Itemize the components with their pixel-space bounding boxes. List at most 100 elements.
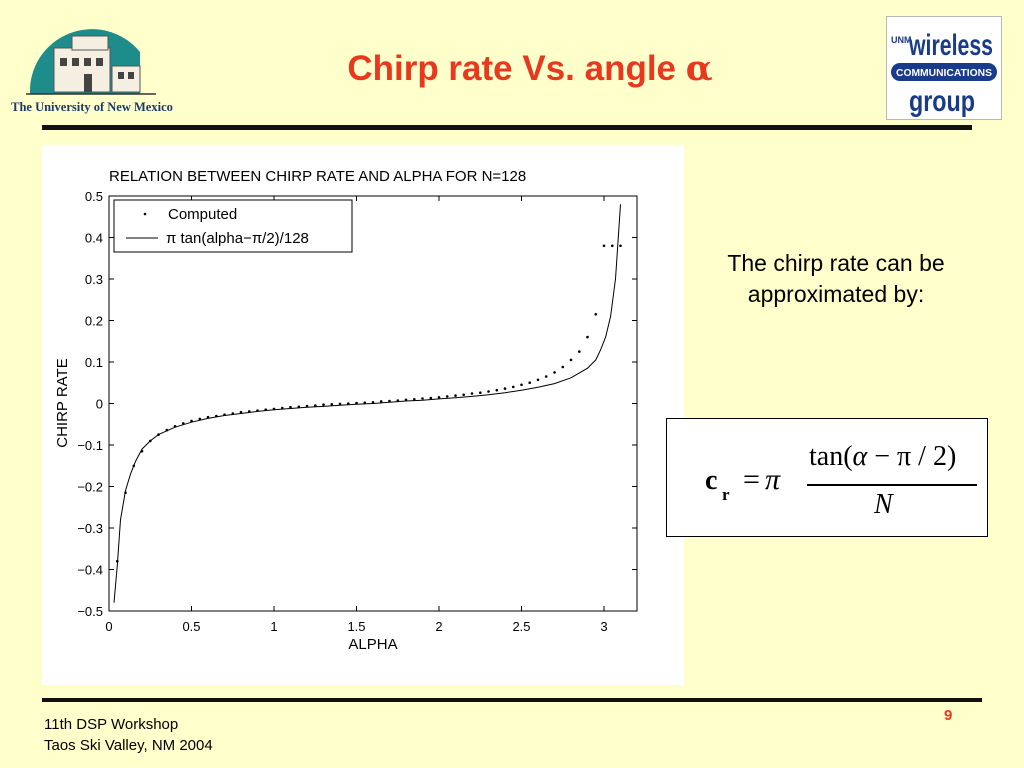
data-point-computed <box>470 392 474 395</box>
data-point-computed <box>611 244 614 248</box>
data-point-computed <box>363 401 367 405</box>
data-point-computed <box>132 464 136 468</box>
data-point-computed <box>437 396 441 399</box>
y-tick-label: −0.1 <box>77 438 103 453</box>
data-point-computed <box>553 371 556 374</box>
data-point-computed <box>602 244 606 248</box>
data-point-computed <box>479 391 482 394</box>
data-point-computed <box>569 358 573 362</box>
chirp-rate-chart: RELATION BETWEEN CHIRP RATE AND ALPHA FO… <box>54 168 638 653</box>
legend-label-computed: Computed <box>168 206 237 223</box>
slide-title-text: Chirp rate Vs. angle <box>347 49 686 88</box>
data-point-computed <box>116 559 119 563</box>
y-tick-label: −0.3 <box>77 521 103 536</box>
legend-label-approximation: π tan(alpha−π/2)/128 <box>166 230 309 247</box>
data-point-computed <box>256 409 259 412</box>
x-tick-label: 2.5 <box>512 619 530 634</box>
data-point-computed <box>379 400 383 403</box>
y-tick-label: 0.4 <box>85 231 103 246</box>
x-tick-label: 2 <box>435 619 442 634</box>
data-point-computed <box>223 413 226 417</box>
x-tick-label: 1 <box>270 619 277 634</box>
data-point-computed <box>248 410 251 413</box>
data-point-computed <box>239 410 243 414</box>
y-axis-label: CHIRP RATE <box>54 358 71 447</box>
data-point-computed <box>289 405 292 409</box>
data-point-computed <box>173 425 177 428</box>
chart-panel: RELATION BETWEEN CHIRP RATE AND ALPHA FO… <box>42 145 684 685</box>
slide-title: Chirp rate Vs. angle α <box>250 48 810 89</box>
approximation-description: The chirp rate can be approximated by: <box>727 250 945 307</box>
data-point-computed <box>322 403 325 407</box>
wireless-group-logo: UNM wireless COMMUNICATIONS group <box>886 16 1002 120</box>
data-point-computed <box>561 365 565 369</box>
footer-event: 11th DSP Workshop <box>44 716 179 733</box>
data-point-computed <box>198 417 202 421</box>
data-point-computed <box>536 378 540 382</box>
data-point-computed <box>619 244 622 248</box>
wcg-logo-tag: UNM <box>891 35 912 45</box>
data-point-computed <box>355 401 358 405</box>
y-tick-label: 0.1 <box>85 355 103 370</box>
legend-marker-computed <box>143 212 147 216</box>
formula-fraction-bar <box>807 484 977 486</box>
formula-lhs: c <box>705 465 718 496</box>
y-tick-label: −0.5 <box>77 604 103 619</box>
data-point-computed <box>182 422 185 425</box>
formula-numerator-alpha: α <box>852 441 868 472</box>
data-point-computed <box>520 383 523 387</box>
x-tick-label: 1.5 <box>347 619 365 634</box>
data-point-computed <box>281 406 284 410</box>
formula-numerator-tan: tan( <box>809 441 853 472</box>
formula-denominator: N <box>874 489 893 520</box>
data-point-computed <box>165 428 169 432</box>
data-point-computed <box>190 419 193 423</box>
data-point-computed <box>429 396 433 400</box>
data-point-computed <box>264 408 267 412</box>
y-tick-label: 0.2 <box>85 314 103 329</box>
data-point-computed <box>305 404 309 408</box>
formula-lhs-subscript: r <box>722 485 730 504</box>
data-point-computed <box>371 401 375 404</box>
data-point-computed <box>272 407 276 411</box>
y-tick-label: 0.3 <box>85 272 103 287</box>
formula-numerator: tan(α − π / 2) <box>809 441 956 473</box>
data-point-computed <box>528 381 531 384</box>
chart-title: RELATION BETWEEN CHIRP RATE AND ALPHA FO… <box>109 168 526 185</box>
legend-box <box>113 199 353 253</box>
unm-logo-text: The University of New Mexico <box>11 100 173 114</box>
footer-location: Taos Ski Valley, NM 2004 <box>44 737 213 754</box>
x-axis-label: ALPHA <box>348 636 397 653</box>
data-point-computed <box>594 313 598 316</box>
data-point-computed <box>454 394 457 397</box>
data-point-computed <box>338 402 342 406</box>
data-point-computed <box>206 415 210 419</box>
x-tick-label: 0.5 <box>182 619 200 634</box>
data-point-computed <box>330 403 334 406</box>
data-point-computed <box>314 404 317 407</box>
footer-divider <box>42 698 982 702</box>
wcg-logo-communications: COMMUNICATIONS <box>896 68 992 79</box>
x-tick-label: 3 <box>600 619 607 634</box>
y-tick-label: 0.5 <box>85 189 103 204</box>
data-point-computed <box>421 397 424 400</box>
y-tick-label: 0 <box>96 397 103 412</box>
data-point-computed <box>487 390 490 393</box>
wcg-logo-group: group <box>909 85 975 118</box>
data-point-computed <box>124 491 127 495</box>
formula-pi: π <box>765 463 781 496</box>
chart-legend: Computed π tan(alpha−π/2)/128 <box>113 199 353 253</box>
data-point-computed <box>413 398 416 401</box>
page-number: 9 <box>944 707 953 724</box>
data-point-computed <box>462 393 466 397</box>
data-point-computed <box>503 387 507 390</box>
formula-box: c r = π tan(α − π / 2) N <box>666 418 988 537</box>
data-point-computed <box>140 449 144 453</box>
title-divider <box>42 125 972 130</box>
unm-logo: The University of New Mexico <box>8 22 176 126</box>
data-point-computed <box>396 399 400 402</box>
data-point-computed <box>512 385 515 389</box>
data-point-computed <box>404 398 408 402</box>
wcg-logo-wireless: wireless <box>908 29 993 62</box>
data-point-computed <box>388 399 391 403</box>
